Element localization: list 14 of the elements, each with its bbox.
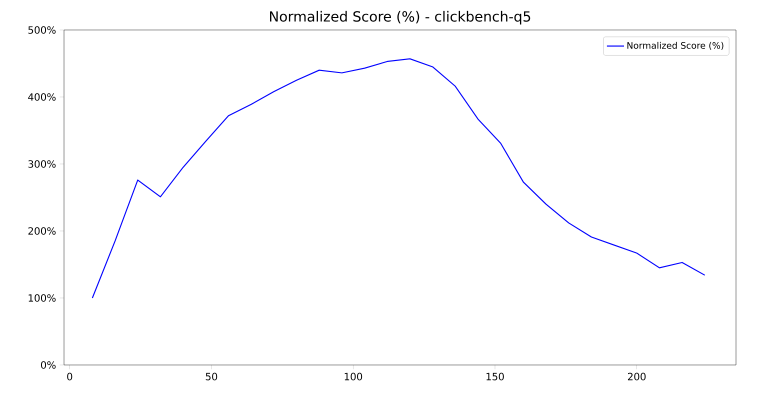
chart-title: Normalized Score (%) - clickbench-q5 bbox=[270, 10, 530, 24]
x-tick-label: 50 bbox=[206, 372, 218, 380]
y-tick-label: 400% bbox=[28, 93, 56, 101]
y-tick-label: 200% bbox=[28, 227, 56, 235]
x-tick-label: 100 bbox=[344, 372, 362, 380]
x-tick-label: 150 bbox=[486, 372, 504, 380]
line-series bbox=[92, 58, 706, 299]
y-tick-label: 300% bbox=[28, 160, 56, 168]
y-tick-label: 100% bbox=[28, 294, 56, 302]
y-tick-label: 0% bbox=[41, 361, 56, 369]
legend-label: Normalized Score (%) bbox=[627, 42, 724, 50]
x-tick-label: 0 bbox=[67, 372, 72, 380]
x-tick-label: 200 bbox=[628, 372, 646, 380]
y-tick-label: 500% bbox=[28, 26, 56, 34]
